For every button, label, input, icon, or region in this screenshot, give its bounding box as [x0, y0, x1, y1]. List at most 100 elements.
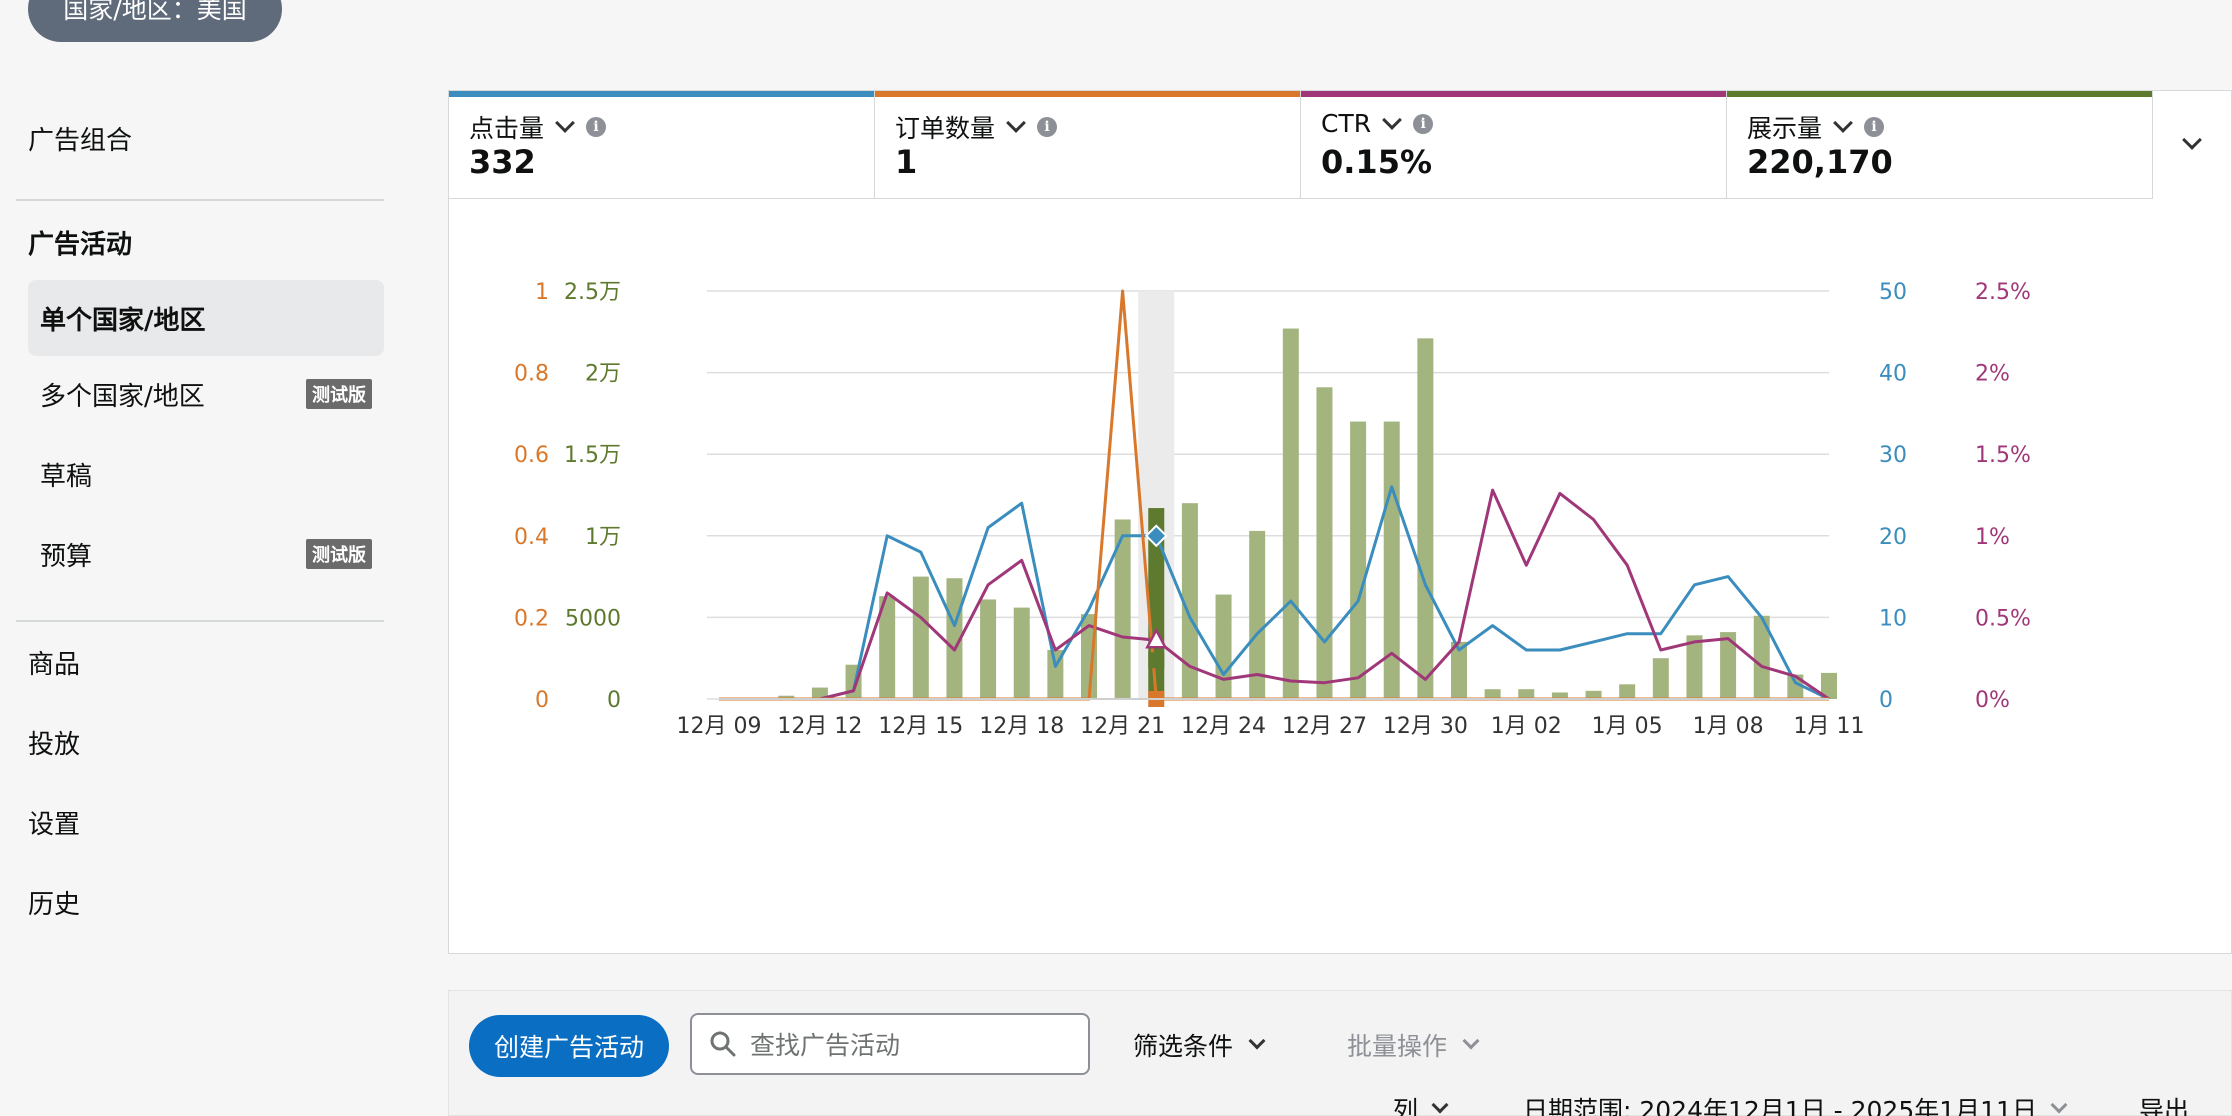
metric-name-row: 展示量 i [1747, 109, 1885, 145]
chevron-down-icon[interactable] [1382, 109, 1403, 130]
metric-value: 332 [469, 143, 536, 181]
metric-value: 0.15% [1321, 143, 1433, 181]
impressions-bar [1282, 328, 1299, 699]
impressions-bar [1114, 519, 1131, 699]
sidebar-item-single-country[interactable]: 单个国家/地区 [28, 280, 384, 356]
sidebar-item-targeting[interactable]: 投放 [28, 730, 81, 760]
x-axis-tick: 12月 24 [1181, 714, 1266, 739]
sidebar-item-multi-country[interactable]: 多个国家/地区 测试版 [28, 356, 384, 432]
metric-value: 1 [895, 143, 918, 181]
bulk-actions-dropdown[interactable]: 批量操作 [1347, 1027, 1480, 1063]
impressions-bar [879, 596, 896, 699]
y-axis-impressions-tick: 5000 [565, 606, 621, 631]
date-range-label: 日期范围: 2024年12月1日 - 2025年1月11日 [1523, 1096, 2037, 1116]
x-axis-tick: 12月 21 [1080, 714, 1165, 739]
bulk-actions-label: 批量操作 [1347, 1032, 1448, 1061]
metric-card-ctr[interactable]: CTR i 0.15% [1301, 91, 1727, 199]
columns-label: 列 [1393, 1096, 1419, 1116]
y-axis-orders-tick: 0.2 [514, 606, 549, 631]
search-placeholder: 查找广告活动 [750, 1031, 901, 1060]
y-axis-orders-tick: 0 [535, 688, 549, 713]
y-axis-orders-tick: 1 [535, 280, 549, 305]
x-axis-tick: 1月 08 [1693, 714, 1764, 739]
impressions-bar [1720, 632, 1737, 699]
metric-name: 点击量 [469, 114, 545, 143]
info-icon[interactable]: i [1413, 113, 1434, 134]
metric-card-impressions[interactable]: 展示量 i 220,170 [1727, 91, 2153, 199]
sidebar-divider [16, 620, 384, 622]
x-axis-tick: 1月 05 [1592, 714, 1663, 739]
series-line-clicks [719, 485, 1830, 701]
impressions-bar [1215, 594, 1232, 699]
chevron-down-icon[interactable] [555, 113, 575, 133]
metric-card-orders[interactable]: 订单数量 i 1 [875, 91, 1301, 199]
expand-metrics-chevron-icon[interactable] [2182, 130, 2202, 150]
campaign-toolbar: 创建广告活动 查找广告活动 筛选条件 批量操作 列 日期范围: 2024年12月… [448, 990, 2232, 1116]
impressions-bar [1316, 387, 1333, 699]
impressions-bar [1181, 503, 1198, 699]
metric-color-bar [1727, 91, 2152, 97]
sidebar: 广告组合 广告活动 单个国家/地区 多个国家/地区 测试版 草稿 预算 测试版 … [0, 60, 412, 1116]
impressions-bar [1518, 689, 1535, 699]
sidebar-item-portfolios[interactable]: 广告组合 [28, 126, 133, 156]
impressions-bar [1417, 338, 1434, 699]
ctr-hover-marker [1145, 627, 1168, 649]
impressions-bar [1350, 421, 1367, 699]
impressions-bar [1686, 635, 1703, 699]
export-label: 导出 [2139, 1096, 2190, 1116]
sidebar-item-products[interactable]: 商品 [28, 650, 81, 680]
y-axis-clicks-tick: 50 [1879, 280, 1907, 305]
impressions-bar [1451, 641, 1467, 699]
impressions-bar [980, 599, 997, 699]
y-axis-impressions-tick: 1万 [585, 525, 621, 550]
filter-dropdown[interactable]: 筛选条件 [1133, 1027, 1266, 1063]
metric-name-row: CTR i [1321, 109, 1434, 138]
columns-dropdown[interactable]: 列 [1393, 1091, 1449, 1116]
create-campaign-button[interactable]: 创建广告活动 [469, 1015, 669, 1077]
y-axis-clicks-tick: 40 [1879, 362, 1907, 387]
y-axis-clicks-tick: 20 [1879, 525, 1907, 550]
metric-color-bar [449, 91, 874, 97]
impressions-bar [946, 578, 963, 699]
info-icon[interactable]: i [586, 117, 607, 137]
performance-chart: 0 0 0 0% 0.2 5000 10 0.5% 0.4 1万 20 1% 0.6 1.5万 30 1.5%… [514, 280, 2031, 739]
impressions-bar [778, 695, 795, 699]
y-axis-ctr-tick: 1% [1975, 525, 2010, 550]
series-line-ctr [719, 488, 1830, 701]
sidebar-item-drafts[interactable]: 草稿 [28, 436, 384, 512]
metric-name: 订单数量 [895, 114, 996, 143]
date-range-dropdown[interactable]: 日期范围: 2024年12月1日 - 2025年1月11日 [1523, 1091, 2068, 1116]
beta-badge: 测试版 [306, 379, 372, 409]
metric-name: CTR [1321, 109, 1372, 138]
impressions-bar [1383, 421, 1400, 699]
impressions-bar [1753, 615, 1770, 699]
y-axis-clicks-tick: 10 [1879, 606, 1907, 631]
chevron-down-icon[interactable] [1006, 113, 1026, 133]
top-strip: 国家/地区：美国 [0, 0, 2232, 58]
x-axis-tick: 1月 11 [1794, 714, 1865, 739]
y-axis-orders-tick: 0.4 [514, 525, 549, 550]
y-axis-impressions-tick: 0 [607, 688, 621, 713]
export-button[interactable]: 导出 [2139, 1091, 2189, 1116]
chevron-down-icon [2050, 1096, 2068, 1114]
sidebar-item-label: 多个国家/地区 [40, 381, 205, 412]
info-icon[interactable]: i [1864, 117, 1885, 137]
impressions-hover-marker [1148, 652, 1165, 669]
country-selector-pill[interactable]: 国家/地区：美国 [28, 0, 282, 42]
sidebar-item-settings[interactable]: 设置 [28, 810, 81, 840]
sidebar-item-campaigns[interactable]: 广告活动 [28, 230, 133, 260]
chevron-down-icon[interactable] [1833, 113, 1853, 133]
sidebar-item-label: 草稿 [40, 461, 93, 492]
metric-color-bar [875, 91, 1300, 97]
sidebar-item-history[interactable]: 历史 [28, 890, 81, 920]
metric-card-clicks[interactable]: 点击量 i 332 [449, 91, 875, 199]
search-campaign-input[interactable]: 查找广告活动 [690, 1013, 1090, 1075]
sidebar-item-budgets[interactable]: 预算 测试版 [28, 516, 384, 592]
impressions-bar [1619, 684, 1636, 699]
impressions-bar [1585, 690, 1602, 699]
info-icon[interactable]: i [1037, 117, 1058, 137]
impressions-bar [1821, 672, 1837, 699]
sidebar-divider [16, 199, 384, 201]
impressions-bar [1249, 530, 1266, 699]
metric-name-row: 点击量 i [469, 109, 607, 145]
